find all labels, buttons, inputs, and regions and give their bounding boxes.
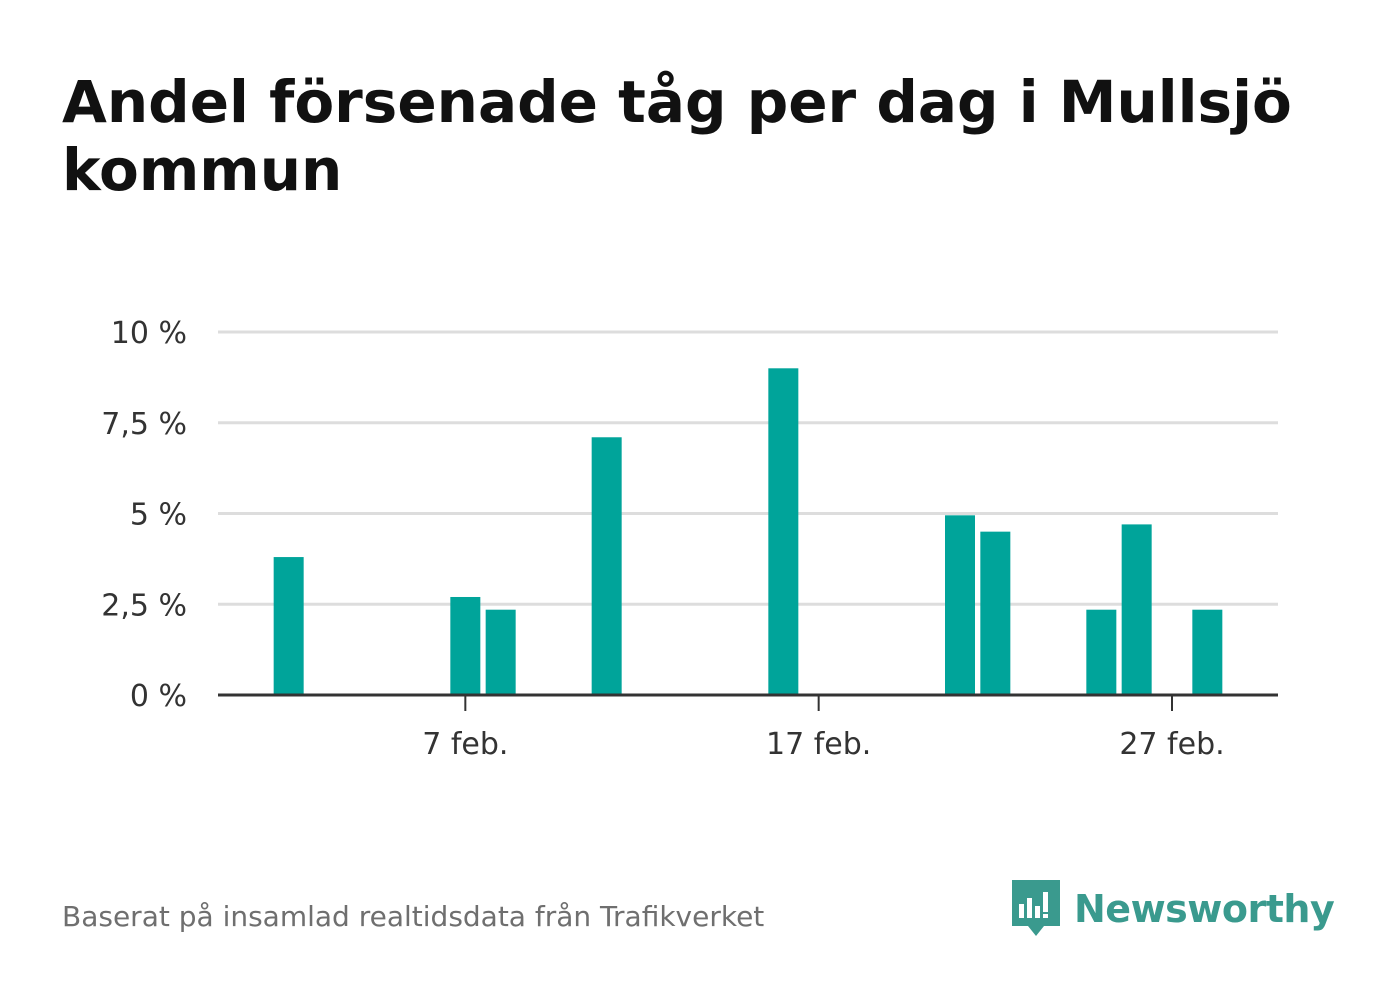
bar: [591, 437, 622, 695]
brand-logo: Newsworthy: [1010, 878, 1335, 940]
chart-title: Andel försenade tåg per dag i Mullsjö ko…: [62, 68, 1292, 204]
bar: [273, 557, 304, 695]
bar: [485, 609, 516, 695]
bar: [768, 368, 799, 695]
y-tick-label: 7,5 %: [101, 407, 187, 442]
brand-name: Newsworthy: [1074, 887, 1335, 931]
bar: [450, 596, 481, 695]
y-tick-label: 2,5 %: [101, 588, 187, 623]
source-note: Baserat på insamlad realtidsdata från Tr…: [62, 900, 765, 933]
x-tick-label: 17 feb.: [766, 727, 871, 762]
bar: [1192, 609, 1223, 695]
newsworthy-logo-icon: [1012, 880, 1060, 936]
bar: [1086, 609, 1117, 695]
x-tick-label: 7 feb.: [422, 727, 508, 762]
x-axis-ticks: 7 feb. 17 feb. 27 feb.: [422, 695, 1225, 762]
y-tick-label: 5 %: [130, 498, 187, 533]
y-axis-ticks: 0 % 2,5 % 5 % 7,5 % 10 %: [101, 316, 187, 714]
bars: [273, 368, 1223, 695]
grid-lines: [218, 330, 1278, 606]
y-tick-label: 0 %: [130, 679, 187, 714]
x-tick-label: 27 feb.: [1119, 727, 1224, 762]
bar: [945, 515, 975, 695]
y-tick-label: 10 %: [111, 316, 187, 351]
bar: [980, 531, 1011, 695]
bar: [1121, 524, 1152, 695]
